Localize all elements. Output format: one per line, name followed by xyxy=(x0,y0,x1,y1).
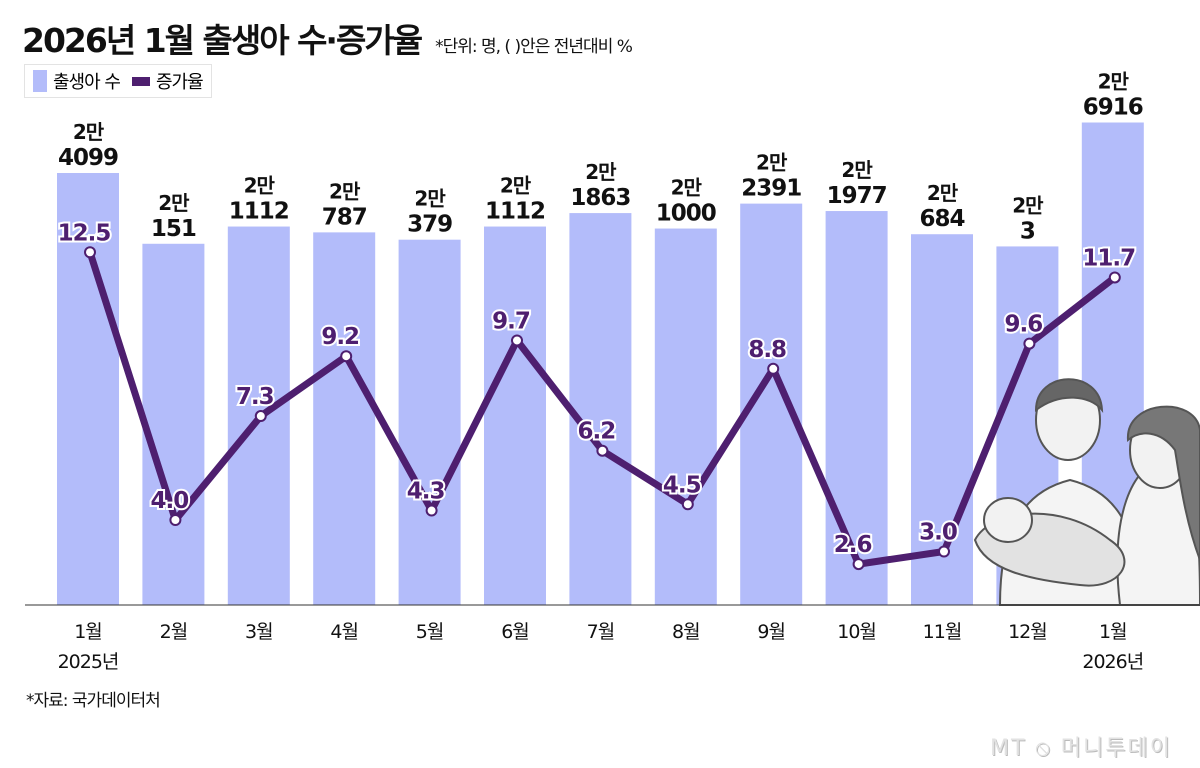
bar-label-value-6: 1863 xyxy=(570,185,630,211)
rate-label-7: 4.5 xyxy=(663,472,701,498)
bar-label-top-3: 2만 xyxy=(329,179,361,203)
rate-point-5 xyxy=(511,334,523,347)
rate-point-4 xyxy=(425,504,438,517)
rate-point-11 xyxy=(1023,337,1036,350)
rate-label-3: 9.2 xyxy=(321,324,359,350)
x-tick-label-3: 4월 xyxy=(330,621,358,643)
bar-0 xyxy=(57,173,119,605)
legend-swatch-rate xyxy=(131,76,150,86)
bar-label-top-11: 2만 xyxy=(1012,193,1044,217)
rate-point-12 xyxy=(1108,271,1121,284)
bar-label-value-2: 1112 xyxy=(229,199,289,225)
rate-point-0 xyxy=(84,246,96,259)
rate-label-5: 9.7 xyxy=(492,308,530,334)
bar-label-top-7: 2만 xyxy=(671,176,703,200)
x-tick-label-0: 1월 xyxy=(74,621,102,643)
rate-label-12: 11.7 xyxy=(1082,245,1135,271)
rate-label-0: 12.5 xyxy=(58,220,111,246)
rate-label-10: 3.0 xyxy=(919,520,957,546)
bar-6 xyxy=(569,213,632,606)
rate-point-6 xyxy=(596,444,609,457)
rate-point-3 xyxy=(340,350,353,363)
x-tick-label-6: 7월 xyxy=(587,621,615,643)
legend-label-rate: 증가율 xyxy=(155,72,204,93)
bar-label-value-11: 3 xyxy=(1020,218,1035,244)
bar-label-top-9: 2만 xyxy=(841,158,873,182)
bar-label-top-5: 2만 xyxy=(500,174,532,198)
bar-label-value-1: 151 xyxy=(151,216,196,242)
rate-point-2 xyxy=(254,410,267,423)
bar-label-value-12: 6916 xyxy=(1083,95,1143,121)
rate-point-7 xyxy=(681,498,694,511)
bar-label-value-8: 2391 xyxy=(741,176,801,202)
bar-label-value-4: 379 xyxy=(407,212,452,238)
father-hair xyxy=(1034,378,1104,414)
bar-label-top-0: 2만 xyxy=(73,120,105,144)
chart-subtitle: *단위: 명, ( )안은 전년대비 % xyxy=(435,37,633,57)
x-tick-label-10: 11월 xyxy=(923,621,962,643)
bar-label-top-12: 2만 xyxy=(1098,70,1130,94)
bar-10 xyxy=(911,234,973,606)
baby-head xyxy=(983,497,1033,543)
bar-3 xyxy=(313,232,376,605)
x-tick-label-8: 9월 xyxy=(757,621,785,643)
x-tick-label-11: 12월 xyxy=(1008,621,1047,643)
x-year-label-0: 2025년 xyxy=(58,651,119,673)
logo-watermark: MT ⦸ 머니투데이 xyxy=(990,736,1172,761)
x-tick-label-12: 1월 xyxy=(1099,621,1127,643)
legend: 출생아 수 증가율 xyxy=(24,64,212,98)
rate-label-2: 7.3 xyxy=(236,384,274,410)
rate-label-9: 2.6 xyxy=(834,532,872,558)
bar-label-value-7: 1000 xyxy=(656,201,716,227)
rate-label-6: 6.2 xyxy=(578,419,616,445)
bar-label-top-4: 2만 xyxy=(414,187,446,211)
family-illustration xyxy=(973,378,1200,606)
mother-hair xyxy=(1126,405,1200,561)
x-tick-label-2: 3월 xyxy=(245,621,273,643)
legend-label-births: 출생아 수 xyxy=(53,72,121,93)
title-row: 2026년 1월 출생아 수·증가율 *단위: 명, ( )안은 전년대비 % xyxy=(22,14,633,62)
bar-label-value-9: 1977 xyxy=(827,183,887,209)
x-tick-label-4: 5월 xyxy=(416,621,444,643)
rate-label-1: 4.0 xyxy=(151,488,189,514)
bar-label-value-5: 1112 xyxy=(485,199,545,225)
bar-label-top-8: 2만 xyxy=(756,151,788,175)
bar-label-top-2: 2만 xyxy=(244,174,276,198)
chart-title: 2026년 1월 출생아 수·증가율 xyxy=(22,21,423,60)
bar-label-value-0: 4099 xyxy=(58,145,118,171)
rate-point-1 xyxy=(169,514,182,526)
x-tick-label-7: 8월 xyxy=(672,621,700,643)
rate-point-8 xyxy=(767,362,780,375)
bar-1 xyxy=(142,243,205,605)
bar-4 xyxy=(398,239,461,605)
rate-point-9 xyxy=(852,558,865,571)
bar-5 xyxy=(484,226,546,606)
bar-label-value-10: 684 xyxy=(919,206,964,232)
x-tick-label-1: 2월 xyxy=(160,621,188,643)
rate-label-4: 4.3 xyxy=(407,479,445,505)
bar-label-value-3: 787 xyxy=(322,204,367,230)
bar-9 xyxy=(825,211,888,605)
rate-label-8: 8.8 xyxy=(748,337,786,363)
bar-label-top-6: 2만 xyxy=(585,160,617,184)
rate-point-10 xyxy=(938,545,950,558)
legend-swatch-births xyxy=(33,70,47,92)
bar-label-top-1: 2만 xyxy=(158,191,190,215)
x-tick-label-9: 10월 xyxy=(837,621,876,643)
bar-label-top-10: 2만 xyxy=(927,181,959,205)
x-year-label-12: 2026년 xyxy=(1082,651,1143,673)
bar-7 xyxy=(654,228,717,605)
rate-label-11: 9.6 xyxy=(1005,312,1043,338)
x-tick-label-5: 6월 xyxy=(501,621,529,643)
source-note: *자료: 국가데이터처 xyxy=(26,691,161,711)
